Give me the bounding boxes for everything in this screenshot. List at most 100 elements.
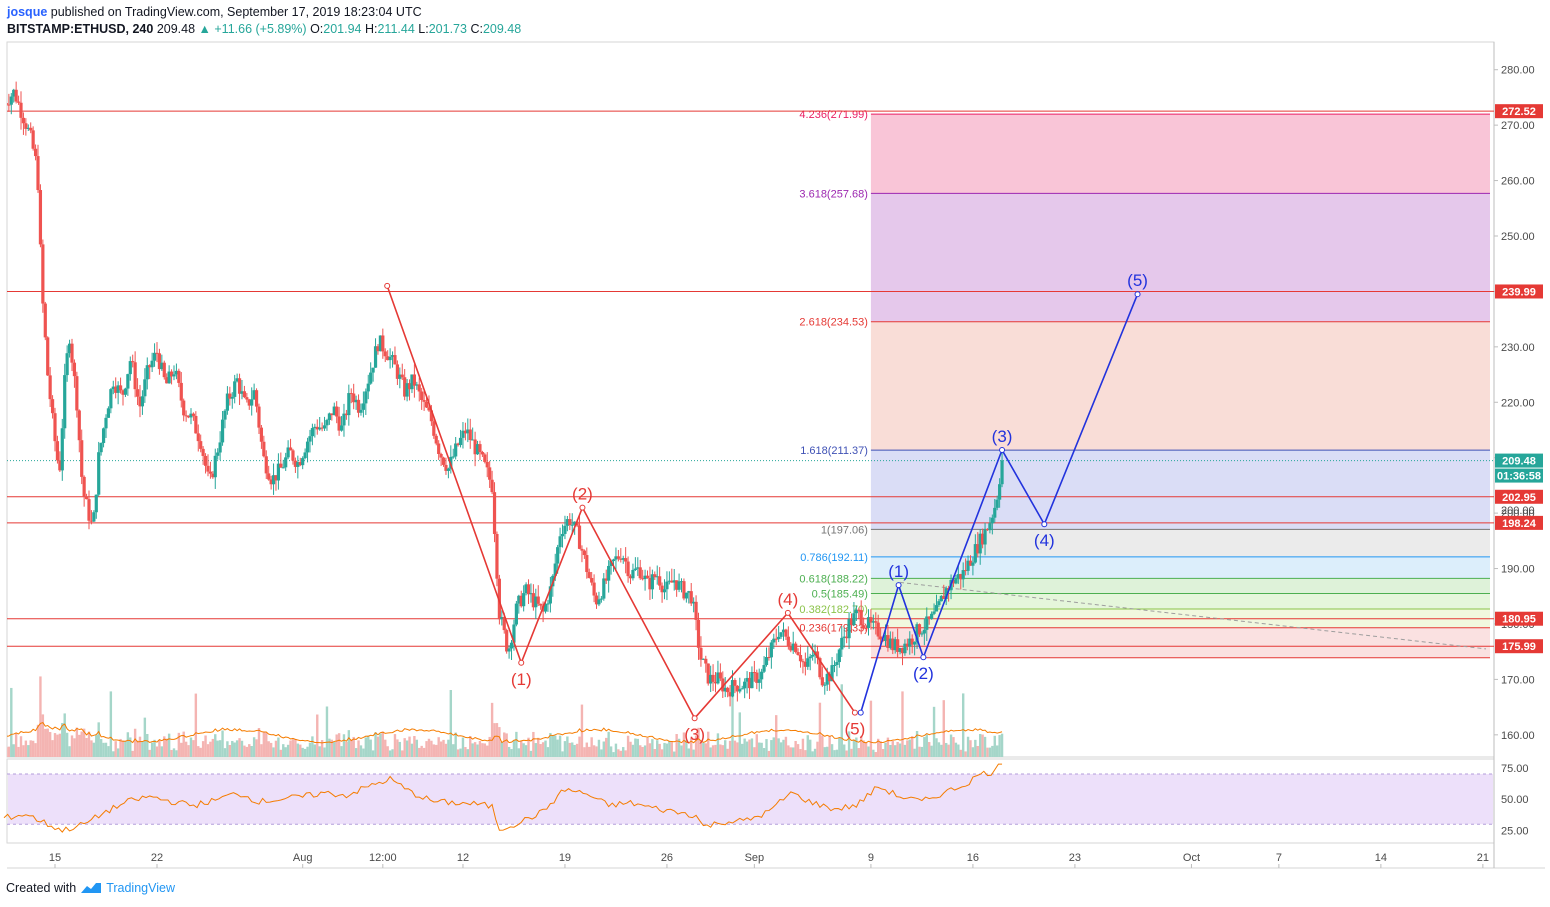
volume-bar — [575, 743, 579, 757]
candle-body — [609, 561, 613, 566]
volume-bar — [563, 741, 567, 757]
time-tick-14: 14 — [1375, 852, 1387, 864]
volume-bar — [160, 746, 164, 757]
volume-bar — [456, 749, 460, 757]
volume-bar — [342, 734, 346, 757]
candle-body — [908, 638, 912, 647]
candle-body — [570, 524, 574, 526]
candle-body — [619, 558, 623, 560]
low-label: L: — [418, 22, 429, 36]
volume-bar — [932, 706, 936, 757]
volume-bar — [665, 743, 669, 757]
volume-bar — [648, 743, 652, 757]
volume-bar — [682, 732, 686, 757]
candle-body — [471, 439, 475, 441]
volume-bar — [697, 727, 700, 757]
candle-body — [279, 463, 283, 468]
candle-body — [458, 437, 463, 446]
candle-body — [701, 658, 705, 660]
candle-body — [174, 370, 179, 375]
volume-bar — [231, 740, 234, 757]
candle-body — [41, 244, 45, 304]
candle-body — [529, 593, 533, 595]
author-name[interactable]: josque — [7, 5, 48, 19]
candle-body — [645, 575, 650, 578]
volume-bar — [639, 745, 642, 757]
volume-bar — [36, 724, 40, 757]
candle-body — [31, 130, 35, 149]
fib-zone-4.236 — [870, 114, 1490, 194]
candle-body — [650, 574, 654, 590]
tradingview-brand[interactable]: TradingView — [106, 881, 175, 895]
candle-body — [235, 378, 239, 382]
candle-body — [135, 389, 140, 397]
volume-bar — [949, 734, 953, 757]
candle-body — [509, 642, 514, 649]
volume-bar — [971, 747, 975, 757]
price-chart[interactable]: 4.236(271.99) 3.618(257.68) 2.618(234.53) 1… — [0, 0, 1550, 880]
candle-body — [500, 616, 504, 620]
volume-bar — [401, 750, 404, 757]
candle-body — [937, 601, 941, 606]
candle-body — [966, 560, 970, 571]
red-wave-label-3: (3) — [684, 725, 705, 744]
volume-bar — [685, 739, 688, 757]
high-value: 211.44 — [377, 22, 415, 36]
candle-body — [315, 426, 319, 430]
volume-bar — [546, 747, 550, 757]
fib-zone-3.618 — [870, 193, 1490, 322]
candle-body — [488, 467, 492, 480]
volume-bar — [641, 746, 644, 757]
candle-body — [267, 473, 271, 480]
volume-bar — [656, 740, 659, 757]
volume-bar — [872, 749, 875, 757]
volume-bar — [265, 732, 268, 757]
volume-bar — [80, 731, 83, 757]
volume-bar — [947, 744, 950, 757]
volume-bar — [388, 750, 392, 757]
volume-bar — [107, 746, 110, 757]
volume-bar — [31, 740, 35, 757]
volume-bar — [726, 748, 729, 757]
volume-bar — [658, 743, 661, 757]
volume-bar — [279, 749, 283, 757]
volume-bar — [835, 749, 839, 757]
volume-bar — [687, 748, 690, 757]
candle-body — [743, 681, 747, 689]
candle-body — [611, 559, 616, 562]
candle-body — [524, 584, 528, 594]
candle-body — [531, 593, 535, 608]
candle-body — [72, 362, 77, 377]
volume-bar — [760, 742, 763, 757]
volume-bar — [357, 740, 360, 757]
candle-body — [917, 624, 922, 635]
fib-zone-0.786 — [870, 556, 1490, 579]
volume-bar — [340, 746, 343, 757]
volume-bar — [532, 731, 535, 757]
candle-body — [580, 548, 584, 551]
volume-bar — [129, 737, 132, 757]
candle-body — [143, 379, 147, 397]
candle-body — [915, 624, 919, 642]
price-tag-202.95-bg — [1495, 489, 1543, 504]
candle-body — [276, 463, 281, 481]
candle-body — [349, 393, 353, 395]
candle-body — [845, 636, 849, 639]
candle-body — [400, 374, 404, 378]
candle-body — [388, 356, 392, 361]
volume-bar — [282, 744, 285, 757]
candle-body — [407, 383, 412, 390]
volume-bar — [988, 747, 992, 757]
candle-body — [203, 455, 208, 466]
fib-zone-0.236 — [870, 627, 1490, 658]
candle-body — [675, 580, 679, 590]
volume-bar — [762, 748, 766, 757]
volume-bar — [435, 744, 438, 757]
volume-bar — [403, 738, 406, 757]
volume-bar — [711, 745, 715, 757]
volume-bar — [112, 751, 115, 757]
candle-body — [308, 436, 312, 442]
volume-bar — [99, 739, 103, 757]
candle-body — [441, 457, 446, 465]
volume-bar — [34, 743, 37, 757]
